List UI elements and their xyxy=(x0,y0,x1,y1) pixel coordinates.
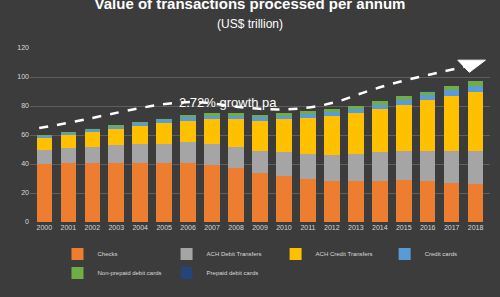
svg-text:2001: 2001 xyxy=(61,224,77,231)
svg-text:Credit cards: Credit cards xyxy=(425,251,457,257)
svg-text:2008: 2008 xyxy=(228,224,244,231)
svg-text:Non-prepaid debit cards: Non-prepaid debit cards xyxy=(98,270,162,276)
svg-text:Checks: Checks xyxy=(98,251,118,257)
svg-text:40: 40 xyxy=(21,160,29,167)
svg-text:2014: 2014 xyxy=(372,224,388,231)
svg-text:100: 100 xyxy=(17,73,29,80)
svg-text:Prepaid debit cards: Prepaid debit cards xyxy=(207,270,259,276)
svg-text:2007: 2007 xyxy=(204,224,220,231)
svg-text:2004: 2004 xyxy=(132,224,148,231)
svg-text:2005: 2005 xyxy=(156,224,172,231)
svg-text:2012: 2012 xyxy=(324,224,340,231)
svg-text:2011: 2011 xyxy=(300,224,315,231)
svg-text:2015: 2015 xyxy=(396,224,412,231)
svg-text:80: 80 xyxy=(21,102,29,109)
svg-text:2002: 2002 xyxy=(85,224,101,231)
svg-text:0: 0 xyxy=(25,218,29,225)
svg-text:2010: 2010 xyxy=(276,224,292,231)
svg-text:Value of transactions processe: Value of transactions processed per annu… xyxy=(95,0,406,31)
svg-text:2006: 2006 xyxy=(180,224,196,231)
svg-text:2016: 2016 xyxy=(420,224,436,231)
svg-text:2003: 2003 xyxy=(108,224,124,231)
svg-text:2013: 2013 xyxy=(348,224,364,231)
svg-text:2018: 2018 xyxy=(468,224,484,231)
svg-text:2009: 2009 xyxy=(252,224,268,231)
svg-text:ACH Debit Transfers: ACH Debit Transfers xyxy=(207,251,262,257)
svg-text:60: 60 xyxy=(21,131,29,138)
svg-text:2000: 2000 xyxy=(37,224,53,231)
svg-text:2.72% growth pa: 2.72% growth pa xyxy=(179,95,277,110)
svg-text:ACH Credit Transfers: ACH Credit Transfers xyxy=(316,251,373,257)
svg-text:20: 20 xyxy=(21,189,29,196)
svg-text:2017: 2017 xyxy=(444,224,460,231)
svg-text:120: 120 xyxy=(17,44,29,51)
